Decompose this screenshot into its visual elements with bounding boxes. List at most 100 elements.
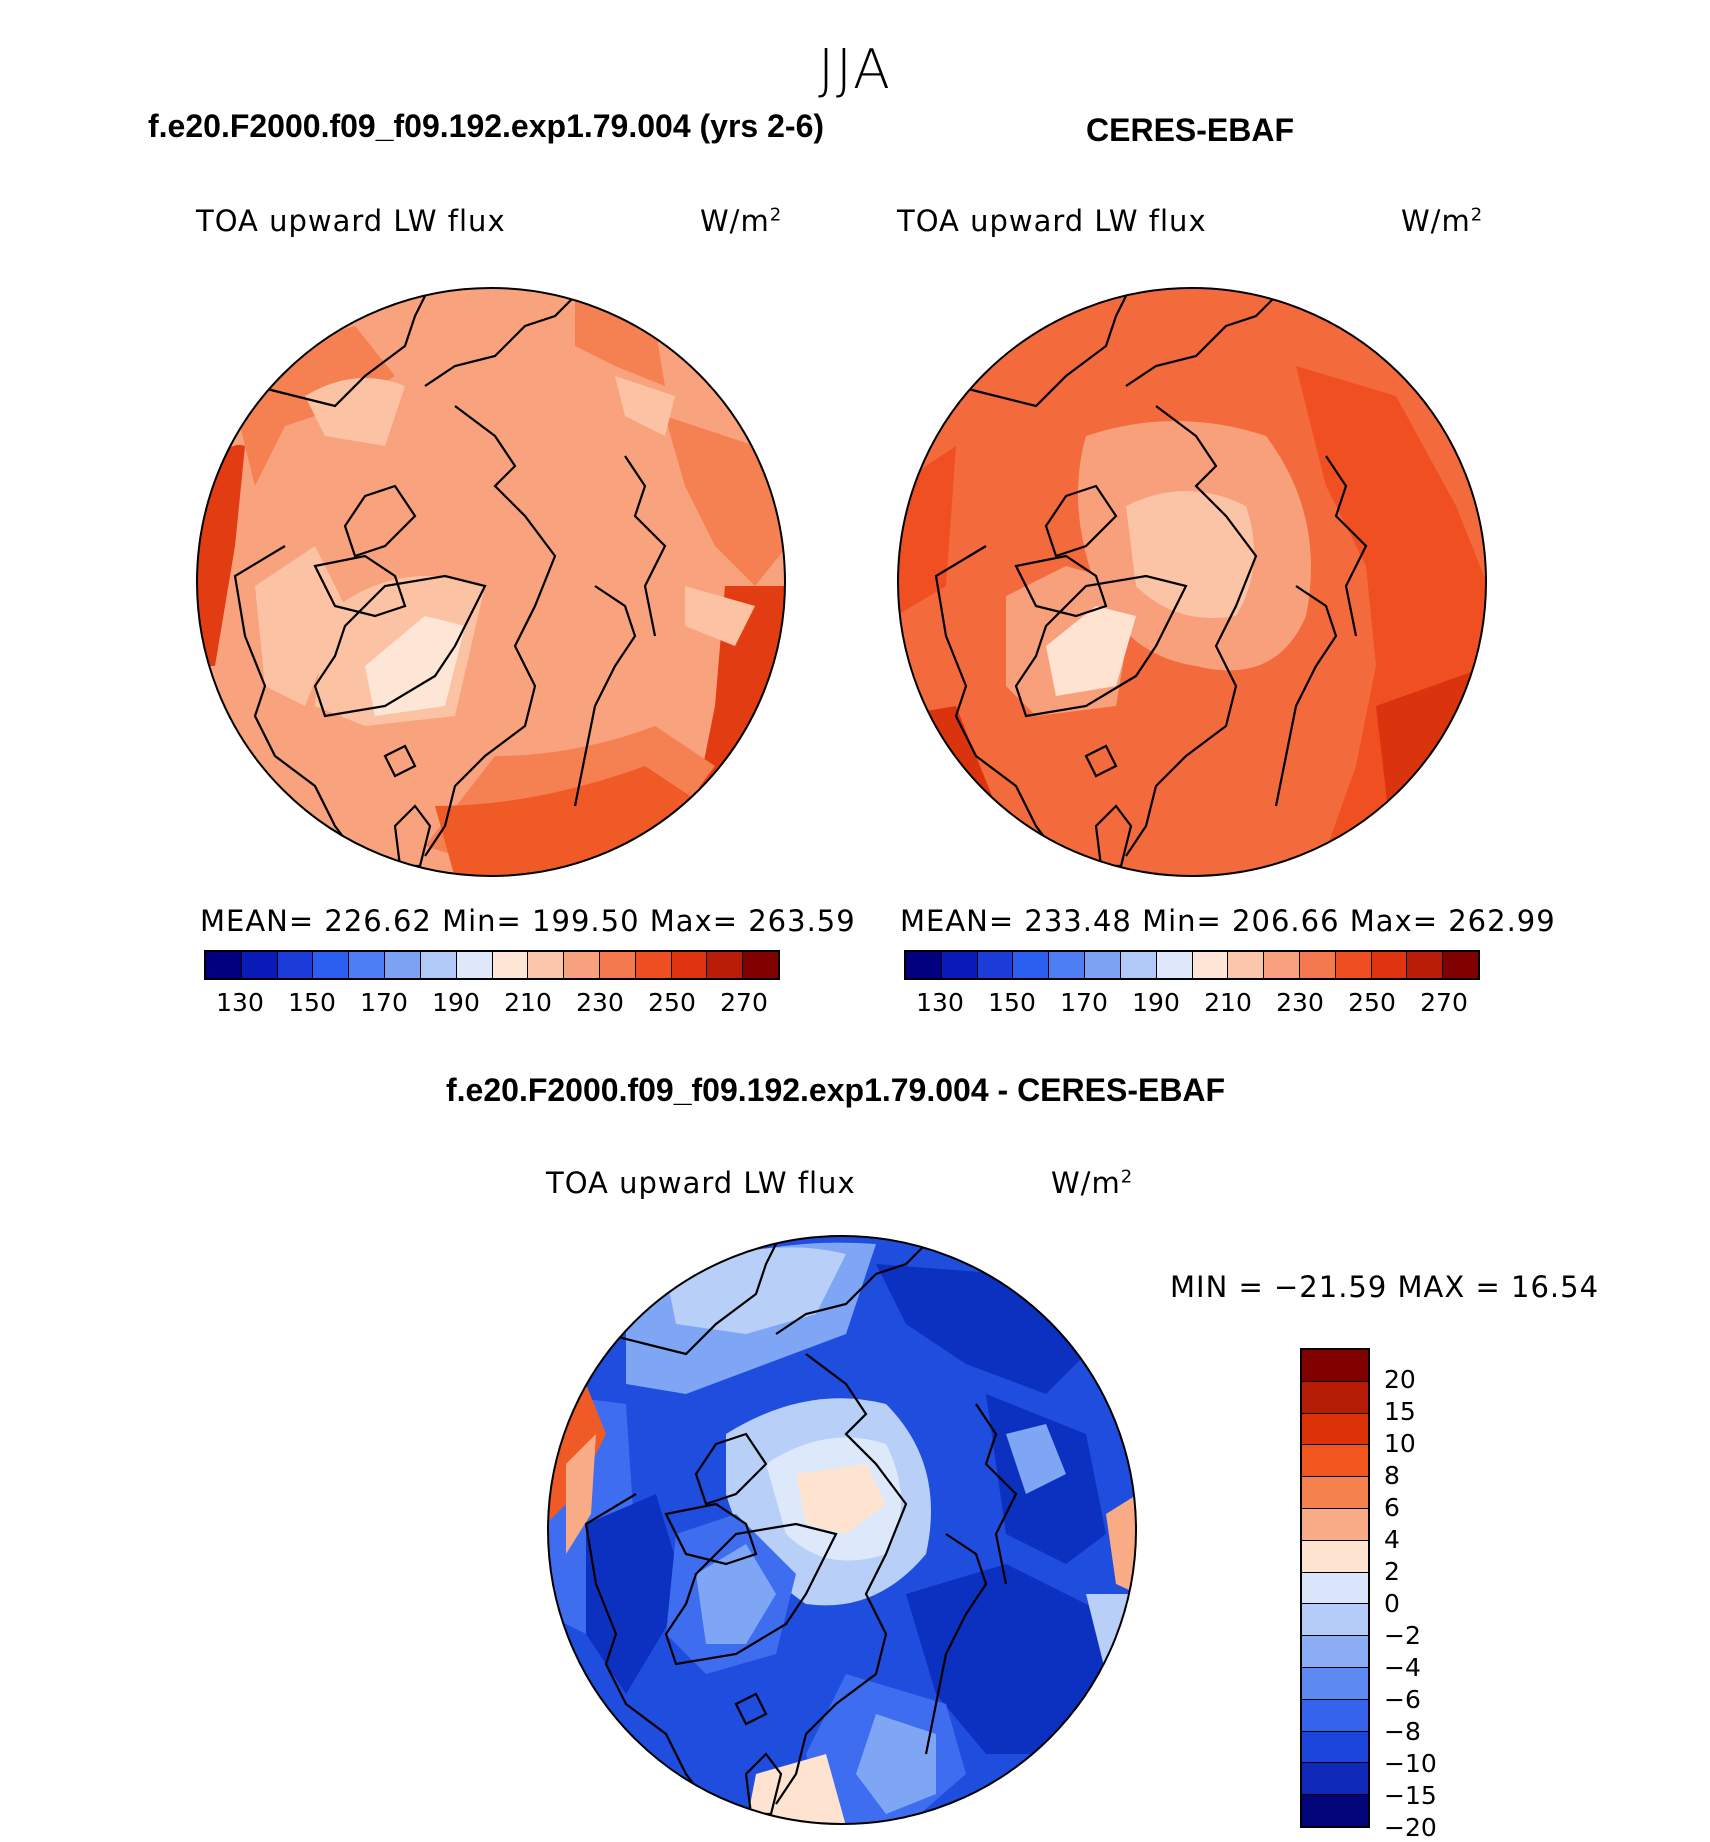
model-colorbar-tick-label: 170 [360,988,408,1017]
diff-colorbar-tick-label: −15 [1384,1781,1437,1810]
diff-case-title: f.e20.F2000.f09_f09.192.exp1.79.004 - CE… [446,1072,1226,1108]
model-polar-map [196,287,786,877]
obs-colorbar-swatch [1443,952,1478,978]
obs-colorbar-swatch [1299,952,1336,978]
diff-colorbar-swatch [1302,1731,1368,1764]
model-colorbar-tick-label: 150 [288,988,336,1017]
obs-colorbar [904,950,1480,980]
diff-colorbar-tick-label: 0 [1384,1589,1400,1618]
obs-colorbar-tick-label: 190 [1132,988,1180,1017]
diff-coastlines [584,1243,1128,1816]
obs-colorbar-swatch [1049,952,1086,978]
model-colorbar-swatch [206,952,242,978]
obs-colorbar-tick-label: 250 [1348,988,1396,1017]
model-colorbar-tick-label: 130 [216,988,264,1017]
diff-colorbar-swatch [1302,1572,1368,1605]
model-colorbar-swatch [671,952,708,978]
obs-units-label: W/m2 [1401,204,1484,238]
model-colorbar-tick-label: 230 [576,988,624,1017]
model-colorbar-swatch [564,952,600,978]
diff-variable-label: TOA upward LW flux [546,1166,856,1200]
obs-colorbar-tick-label: 230 [1276,988,1324,1017]
model-units-label: W/m2 [700,204,783,238]
model-colorbar-swatch [420,952,457,978]
obs-colorbar-swatch [941,952,978,978]
obs-colorbar-swatch [1085,952,1121,978]
diff-colorbar-tick-label: 4 [1384,1525,1400,1554]
model-case-title: f.e20.F2000.f09_f09.192.exp1.79.004 (yrs… [148,108,825,144]
model-colorbar-swatch [492,952,529,978]
diff-colorbar-swatch [1302,1604,1368,1637]
obs-colorbar-swatch [906,952,942,978]
diff-polar-map [547,1235,1137,1825]
model-colorbar-swatch [707,952,744,978]
diff-colorbar-swatch [1302,1381,1368,1414]
diff-colorbar-swatch [1302,1508,1368,1541]
model-colorbar-swatch [385,952,421,978]
diff-colorbar-tick-label: 8 [1384,1461,1400,1490]
obs-colorbar-swatch [1013,952,1050,978]
diff-colorbar-tick-label: −8 [1384,1717,1421,1746]
model-coastlines [233,295,777,868]
model-colorbar-swatch [277,952,314,978]
diff-colorbar-swatch [1302,1795,1368,1826]
diff-colorbar-swatch [1302,1540,1368,1573]
diff-colorbar-swatch [1302,1413,1368,1446]
diff-colorbar-tick-label: 10 [1384,1429,1416,1458]
diff-colorbar-tick-label: −4 [1384,1653,1421,1682]
obs-colorbar-swatch [1120,952,1157,978]
obs-polar-map [897,287,1487,877]
obs-map-border [897,287,1487,877]
model-colorbar-swatch [349,952,386,978]
obs-colorbar-swatch [1371,952,1408,978]
diff-colorbar-swatch [1302,1636,1368,1668]
diff-colorbar-tick-label: 15 [1384,1397,1416,1426]
season-title: JJA [818,38,892,101]
model-map-border [196,287,786,877]
obs-colorbar-swatch [1156,952,1193,978]
diff-colorbar-swatch [1302,1763,1368,1796]
obs-colorbar-tick-label: 150 [988,988,1036,1017]
diff-colorbar-tick-label: −2 [1384,1621,1421,1650]
model-colorbar [204,950,780,980]
model-colorbar-swatch [313,952,350,978]
obs-colorbar-swatch [1228,952,1265,978]
obs-colorbar-swatch [1264,952,1300,978]
diff-colorbar-tick-label: −6 [1384,1685,1421,1714]
obs-field-contours [898,288,1486,876]
model-variable-label: TOA upward LW flux [196,204,506,238]
obs-stats: MEAN= 233.48 Min= 206.66 Max= 262.99 [900,904,1556,938]
obs-colorbar-swatch [977,952,1014,978]
diff-colorbar-tick-label: −10 [1384,1749,1437,1778]
diff-colorbar-swatch [1302,1477,1368,1509]
diff-colorbar-swatch [1302,1667,1368,1700]
model-colorbar-tick-label: 210 [504,988,552,1017]
obs-colorbar-swatch [1335,952,1372,978]
diff-colorbar [1300,1348,1370,1828]
model-colorbar-swatch [528,952,565,978]
model-colorbar-tick-label: 250 [648,988,696,1017]
diff-field-contours [548,1236,1136,1824]
model-colorbar-swatch [743,952,778,978]
model-stats: MEAN= 226.62 Min= 199.50 Max= 263.59 [200,904,856,938]
diff-colorbar-ticks: 20 15 10 8 6 4 2 0 −2 −4 −6 −8 −10 −15 −20 [1384,1348,1474,1842]
obs-colorbar-tick-label: 130 [916,988,964,1017]
model-colorbar-swatch [456,952,493,978]
diff-colorbar-swatch [1302,1445,1368,1478]
model-colorbar-swatch [635,952,672,978]
model-colorbar-tick-label: 270 [720,988,768,1017]
obs-colorbar-swatch [1192,952,1229,978]
model-colorbar-swatch [599,952,636,978]
model-colorbar-tick-label: 190 [432,988,480,1017]
obs-colorbar-swatch [1407,952,1444,978]
diff-colorbar-tick-label: 6 [1384,1493,1400,1522]
obs-variable-label: TOA upward LW flux [897,204,1207,238]
obs-colorbar-tick-label: 270 [1420,988,1468,1017]
model-colorbar-swatch [241,952,278,978]
diff-colorbar-tick-label: 2 [1384,1557,1400,1586]
diff-colorbar-tick-label: 20 [1384,1365,1416,1394]
diff-stats: MIN = −21.59 MAX = 16.54 [1170,1270,1600,1304]
diff-units-label: W/m2 [1051,1166,1134,1200]
obs-colorbar-tick-label: 210 [1204,988,1252,1017]
diff-colorbar-swatch [1302,1350,1368,1382]
